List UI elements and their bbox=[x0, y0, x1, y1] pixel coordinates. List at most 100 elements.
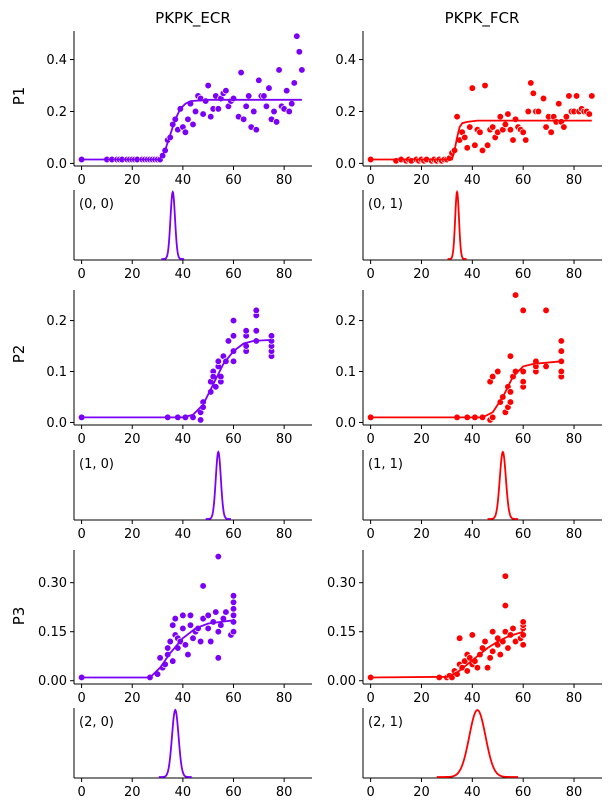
x-tick-label: 40 bbox=[175, 691, 192, 706]
data-point bbox=[539, 94, 548, 103]
data-point bbox=[534, 107, 543, 116]
x-tick-label: 80 bbox=[566, 527, 583, 542]
data-point bbox=[511, 291, 520, 299]
x-tick-label: 60 bbox=[225, 267, 242, 282]
density-curve bbox=[205, 450, 231, 520]
data-point bbox=[270, 107, 278, 116]
data-point bbox=[473, 664, 482, 672]
x-tick-label: 20 bbox=[124, 527, 141, 542]
x-tick-label: 0 bbox=[366, 785, 374, 800]
fit-line bbox=[370, 360, 562, 419]
data-point bbox=[496, 650, 504, 659]
data-point bbox=[471, 141, 479, 149]
subplot--0-0-: 0 20 40 60 80 (0, 0) bbox=[73, 190, 312, 282]
data-point bbox=[519, 641, 527, 649]
data-point bbox=[252, 306, 260, 315]
x-tick-label: 60 bbox=[515, 432, 532, 447]
data-point bbox=[214, 552, 222, 561]
fit-line bbox=[81, 98, 302, 161]
data-point bbox=[542, 362, 550, 371]
data-point bbox=[255, 76, 263, 84]
data-point bbox=[181, 641, 190, 649]
y-tick-label: 0.4 bbox=[335, 53, 356, 68]
x-tick-label: 20 bbox=[124, 267, 141, 282]
data-point bbox=[275, 66, 283, 74]
data-point bbox=[529, 89, 538, 97]
data-point bbox=[527, 79, 535, 87]
data-point bbox=[486, 654, 494, 662]
x-tick-label: 40 bbox=[464, 432, 481, 447]
y-tick-label: 0.0 bbox=[335, 157, 356, 172]
data-point bbox=[285, 107, 293, 116]
x-tick-label: 0 bbox=[77, 267, 85, 282]
data-point bbox=[501, 572, 510, 580]
data-point bbox=[171, 614, 179, 623]
data-point bbox=[295, 48, 303, 56]
data-point bbox=[524, 107, 532, 116]
density-curve bbox=[161, 190, 185, 260]
x-tick-label: 80 bbox=[276, 527, 293, 542]
data-point bbox=[501, 120, 510, 129]
x-tick-label: 0 bbox=[366, 267, 374, 282]
x-tick-label: 60 bbox=[225, 432, 242, 447]
data-point bbox=[466, 123, 474, 131]
y-tick-label: 0.1 bbox=[335, 365, 356, 380]
x-tick-label: 0 bbox=[77, 173, 85, 188]
subplot--1-0-: 0 20 40 60 80 (1, 0) bbox=[73, 450, 312, 542]
data-point bbox=[169, 657, 177, 665]
x-tick-label: 0 bbox=[366, 691, 374, 706]
data-point bbox=[288, 100, 296, 108]
panel-label: (2, 1) bbox=[368, 715, 403, 730]
data-point bbox=[250, 107, 258, 116]
subplot-p2-pkpk-ecr: 0 20 40 60 80 0.0 0.1 0.2 bbox=[46, 290, 312, 447]
data-point bbox=[461, 657, 469, 665]
x-tick-label: 40 bbox=[175, 527, 192, 542]
data-point bbox=[466, 654, 474, 662]
density-curve bbox=[436, 708, 519, 778]
y-tick-label: 0.30 bbox=[38, 576, 67, 591]
x-tick-label: 40 bbox=[464, 267, 481, 282]
data-point bbox=[199, 614, 207, 623]
data-point bbox=[522, 136, 530, 144]
y-tick-label: 0.0 bbox=[46, 416, 67, 431]
panel-label: (0, 0) bbox=[79, 197, 114, 212]
x-tick-label: 80 bbox=[566, 691, 583, 706]
data-point bbox=[267, 332, 276, 340]
data-point bbox=[214, 105, 222, 113]
data-point bbox=[585, 110, 593, 118]
data-point bbox=[260, 92, 268, 100]
x-tick-label: 60 bbox=[515, 527, 532, 542]
data-point bbox=[164, 644, 172, 652]
data-point bbox=[202, 97, 210, 105]
data-point bbox=[557, 367, 565, 376]
y-tick-label: 0.15 bbox=[38, 625, 67, 640]
data-point bbox=[519, 306, 527, 315]
data-point bbox=[204, 81, 212, 90]
x-tick-label: 80 bbox=[566, 432, 583, 447]
data-point bbox=[511, 115, 520, 123]
data-point bbox=[204, 624, 212, 633]
data-point bbox=[242, 102, 250, 110]
x-tick-label: 80 bbox=[276, 785, 293, 800]
data-point bbox=[504, 110, 512, 118]
data-point bbox=[229, 598, 238, 606]
data-point bbox=[463, 144, 471, 152]
y-tick-label: 0.2 bbox=[335, 105, 356, 120]
data-point bbox=[506, 352, 515, 360]
x-tick-label: 80 bbox=[566, 785, 583, 800]
row-label-p3: P3 bbox=[10, 607, 28, 626]
data-point bbox=[189, 634, 197, 642]
data-point bbox=[557, 337, 565, 345]
subplot-p3-pkpk-ecr: 0 20 40 60 80 0.00 0.15 0.30 bbox=[38, 550, 312, 706]
data-point bbox=[489, 413, 497, 422]
y-tick-label: 0.0 bbox=[46, 157, 67, 172]
panel-label: (1, 0) bbox=[79, 457, 114, 472]
x-tick-label: 60 bbox=[515, 691, 532, 706]
subplot-p1-pkpk-fcr: 0 20 40 60 80 0.0 0.2 0.4 bbox=[335, 31, 602, 188]
data-point bbox=[214, 654, 222, 662]
density-curve bbox=[158, 708, 192, 778]
data-point bbox=[489, 628, 497, 636]
data-point bbox=[283, 87, 291, 95]
subplot--2-0-: 0 20 40 60 80 (2, 0) bbox=[73, 708, 312, 800]
